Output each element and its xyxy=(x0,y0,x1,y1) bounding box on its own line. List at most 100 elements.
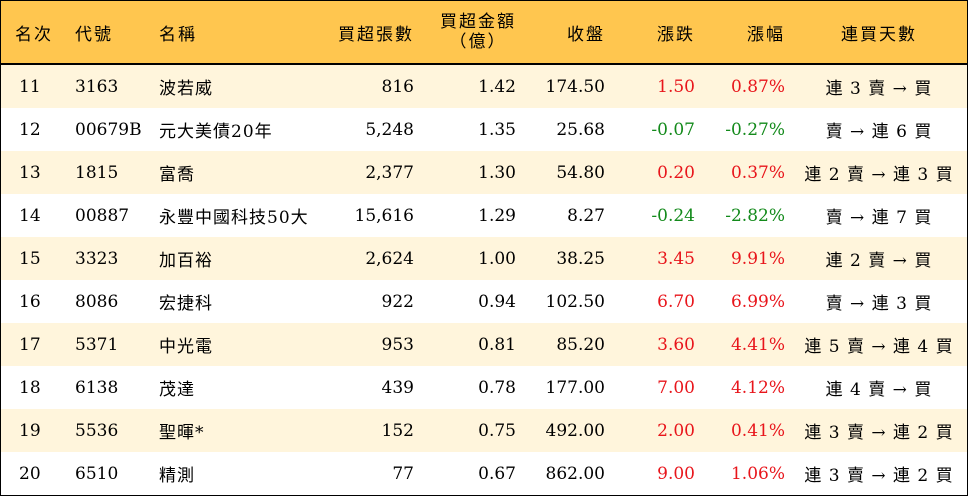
code-cell: 8086 xyxy=(75,291,119,312)
amount-cell: 0.78 xyxy=(478,377,516,398)
table-row[interactable]: 13 1815 富喬 2,377 1.30 54.80 0.20 0.37% 連 2 賣 → 連… xyxy=(1,151,967,194)
close-cell: 174.50 xyxy=(545,76,605,97)
table-row[interactable]: 20 6510 精測 77 0.67 862.00 9.00 1.06% 連 3 賣 → 連 2… xyxy=(1,452,967,495)
change-cell: 9.00 xyxy=(657,463,695,484)
code-cell: 00679B xyxy=(75,119,142,140)
name-cell: 宏捷科 xyxy=(159,294,213,314)
table-row[interactable]: 15 3323 加百裕 2,624 1.00 38.25 3.45 9.91% 連 2 賣 → … xyxy=(1,237,967,280)
close-cell: 25.68 xyxy=(556,119,605,140)
header-close: 收盤 xyxy=(567,24,605,45)
volume-cell: 5,248 xyxy=(365,119,414,140)
code-cell: 1815 xyxy=(75,162,119,183)
table-row[interactable]: 14 00887 永豐中國科技50大 15,616 1.29 8.27 -0.24 -2.82… xyxy=(1,194,967,237)
rank-cell: 19 xyxy=(19,420,41,441)
change-pct-cell: 6.99% xyxy=(730,291,785,312)
code-cell: 6510 xyxy=(75,463,119,484)
volume-cell: 15,616 xyxy=(354,205,414,226)
volume-cell: 816 xyxy=(381,76,414,97)
name-cell: 加百裕 xyxy=(159,251,213,271)
close-cell: 177.00 xyxy=(545,377,605,398)
days-cell: 連 5 賣 → 連 4 買 xyxy=(804,337,954,357)
name-cell: 中光電 xyxy=(159,337,213,357)
change-pct-cell: -0.27% xyxy=(725,119,785,140)
amount-cell: 1.42 xyxy=(478,76,516,97)
header-amount: 買超金額 （億） xyxy=(440,12,516,52)
close-cell: 492.00 xyxy=(545,420,605,441)
code-cell: 5536 xyxy=(75,420,119,441)
change-cell: 7.00 xyxy=(657,377,695,398)
table-row[interactable]: 12 00679B 元大美債20年 5,248 1.35 25.68 -0.07 -0.27%… xyxy=(1,108,967,151)
header-amount-line2: （億） xyxy=(449,32,507,52)
rank-cell: 15 xyxy=(19,248,41,269)
days-cell: 連 2 賣 → 連 3 買 xyxy=(804,165,954,185)
change-cell: 2.00 xyxy=(657,420,695,441)
change-pct-cell: 0.41% xyxy=(730,420,785,441)
amount-cell: 1.30 xyxy=(478,162,516,183)
table-row[interactable]: 18 6138 茂達 439 0.78 177.00 7.00 4.12% 連 4 賣 → 買 xyxy=(1,366,967,409)
header-rank: 名次 xyxy=(15,24,53,45)
days-cell: 連 3 賣 → 連 2 買 xyxy=(804,466,954,486)
header-volume: 買超張數 xyxy=(338,24,414,45)
table-row[interactable]: 16 8086 宏捷科 922 0.94 102.50 6.70 6.99% 賣 → 連 3 買 xyxy=(1,280,967,323)
volume-cell: 953 xyxy=(381,334,414,355)
name-cell: 精測 xyxy=(159,466,195,486)
rank-cell: 11 xyxy=(19,76,41,97)
amount-cell: 0.94 xyxy=(478,291,516,312)
close-cell: 102.50 xyxy=(545,291,605,312)
header-code: 代號 xyxy=(75,24,113,45)
change-cell: 6.70 xyxy=(657,291,695,312)
header-change: 漲跌 xyxy=(657,24,695,45)
volume-cell: 2,624 xyxy=(365,248,414,269)
volume-cell: 152 xyxy=(381,420,414,441)
days-cell: 連 3 賣 → 買 xyxy=(825,79,933,99)
change-cell: 3.60 xyxy=(657,334,695,355)
amount-cell: 1.00 xyxy=(478,248,516,269)
change-pct-cell: 4.12% xyxy=(730,377,785,398)
close-cell: 8.27 xyxy=(567,205,605,226)
header-name: 名稱 xyxy=(159,24,197,45)
name-cell: 波若威 xyxy=(159,79,213,99)
table-body: 11 3163 波若威 816 1.42 174.50 1.50 0.87% 連 3 賣 → 買… xyxy=(1,65,967,495)
change-pct-cell: -2.82% xyxy=(725,205,785,226)
change-cell: 1.50 xyxy=(657,76,695,97)
days-cell: 連 3 賣 → 連 2 買 xyxy=(804,423,954,443)
change-cell: -0.07 xyxy=(651,119,695,140)
table-row[interactable]: 17 5371 中光電 953 0.81 85.20 3.60 4.41% 連 5 賣 → 連 … xyxy=(1,323,967,366)
volume-cell: 2,377 xyxy=(365,162,414,183)
table-header: 名次 代號 名稱 買超張數 買超金額 （億） 收盤 漲跌 漲幅 連買天數 xyxy=(1,1,967,65)
rank-cell: 13 xyxy=(19,162,41,183)
change-pct-cell: 0.87% xyxy=(730,76,785,97)
table-row[interactable]: 19 5536 聖暉* 152 0.75 492.00 2.00 0.41% 連 3 賣 → 連… xyxy=(1,409,967,452)
rank-cell: 16 xyxy=(19,291,41,312)
rank-cell: 17 xyxy=(19,334,41,355)
amount-cell: 0.75 xyxy=(478,420,516,441)
change-pct-cell: 1.06% xyxy=(730,463,785,484)
code-cell: 00887 xyxy=(75,205,130,226)
code-cell: 3323 xyxy=(75,248,119,269)
close-cell: 54.80 xyxy=(556,162,605,183)
rank-cell: 18 xyxy=(19,377,41,398)
volume-cell: 77 xyxy=(392,463,414,484)
volume-cell: 439 xyxy=(381,377,414,398)
days-cell: 連 2 賣 → 買 xyxy=(825,251,933,271)
header-change-pct: 漲幅 xyxy=(747,24,785,45)
change-pct-cell: 4.41% xyxy=(730,334,785,355)
name-cell: 永豐中國科技50大 xyxy=(159,208,309,228)
amount-cell: 0.81 xyxy=(478,334,516,355)
amount-cell: 1.35 xyxy=(478,119,516,140)
close-cell: 862.00 xyxy=(545,463,605,484)
change-pct-cell: 0.37% xyxy=(730,162,785,183)
header-days: 連買天數 xyxy=(841,24,917,45)
amount-cell: 0.67 xyxy=(478,463,516,484)
amount-cell: 1.29 xyxy=(478,205,516,226)
days-cell: 賣 → 連 7 買 xyxy=(825,208,933,228)
change-cell: -0.24 xyxy=(651,205,695,226)
table-row[interactable]: 11 3163 波若威 816 1.42 174.50 1.50 0.87% 連 3 賣 → 買 xyxy=(1,65,967,108)
days-cell: 賣 → 連 6 買 xyxy=(825,122,933,142)
change-pct-cell: 9.91% xyxy=(730,248,785,269)
name-cell: 茂達 xyxy=(159,380,195,400)
name-cell: 元大美債20年 xyxy=(159,122,273,142)
change-cell: 0.20 xyxy=(657,162,695,183)
change-cell: 3.45 xyxy=(657,248,695,269)
